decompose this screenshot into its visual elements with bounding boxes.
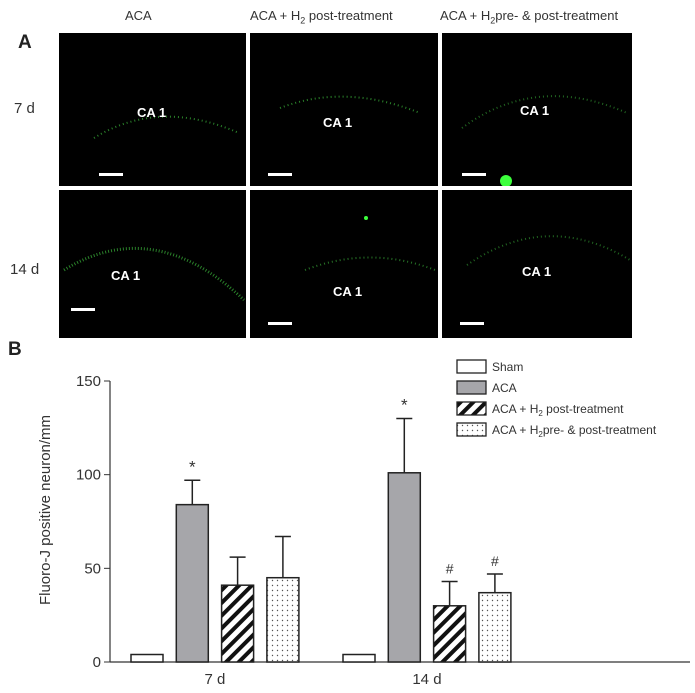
ca1-arc	[304, 256, 436, 271]
scale-bar	[99, 173, 123, 176]
scale-bar	[71, 308, 95, 311]
micrograph-aca-7d: CA 1	[59, 33, 246, 186]
bar	[130, 653, 164, 663]
significance-mark: *	[189, 457, 196, 476]
column-header-aca-text: ACA	[125, 8, 152, 23]
y-axis-label: Fluoro-J positive neuron/mm	[37, 415, 54, 605]
ca1-arc	[279, 95, 421, 114]
panel-a-letter: A	[18, 32, 32, 53]
micrograph-aca-14d: CA 1	[59, 190, 246, 338]
axes: 0 50 100 150 7 d 14 d	[76, 373, 690, 688]
panel-b-letter: B	[8, 339, 22, 360]
bar-chart: Fluoro-J positive neuron/mm 0 50 100 150 7 d…	[37, 359, 690, 688]
micrograph-h2-post-7d: CA 1	[250, 33, 438, 186]
legend-label: ACA + H2pre- & post-treatment	[492, 423, 657, 439]
significance-mark: *	[401, 395, 408, 414]
bar	[342, 653, 376, 663]
significance-mark: #	[491, 553, 499, 569]
column-header-h2-post-text: ACA + H	[250, 8, 301, 23]
subscript-2: 2	[300, 15, 306, 26]
column-header-h2-post: ACA + H2 post-treatment	[250, 8, 393, 26]
column-header-h2-post-suffix: post-treatment	[308, 8, 393, 23]
scale-bar	[460, 322, 484, 325]
column-header-h2-pre-post-text: ACA + H	[440, 8, 491, 23]
legend-label: ACA + H2 post-treatment	[492, 402, 624, 418]
subscript-2: 2	[490, 15, 496, 26]
column-header-h2-pre-post: ACA + H2pre- & post-treatment	[440, 8, 618, 26]
bar	[220, 584, 255, 663]
row-label-7d: 7 d	[14, 100, 35, 117]
y-tick-label: 50	[84, 560, 101, 577]
column-header-aca: ACA	[125, 8, 152, 23]
legend-swatch	[456, 380, 487, 395]
ca1-label: CA 1	[323, 115, 353, 130]
ca1-label: CA 1	[333, 284, 363, 299]
legend: Sham ACA ACA + H2 post-treatment ACA + H2pr…	[456, 359, 657, 439]
micrograph-h2-pre-post-7d: CA 1	[442, 33, 632, 186]
micrograph-h2-post-14d: CA 1	[250, 190, 438, 338]
ca1-arc	[63, 246, 246, 302]
ca1-arc	[93, 115, 240, 139]
ca1-label: CA 1	[520, 103, 550, 118]
legend-swatch	[456, 401, 487, 416]
bars: * * # #	[130, 395, 512, 663]
scale-bar	[268, 173, 292, 176]
legend-label: ACA	[492, 381, 517, 395]
legend-label: Sham	[492, 360, 523, 374]
row-label-14d: 14 d	[10, 261, 40, 278]
bar	[478, 591, 512, 663]
scale-bar	[268, 322, 292, 325]
ca1-label: CA 1	[137, 105, 167, 120]
ca1-label: CA 1	[522, 264, 552, 279]
x-tick-label: 14 d	[412, 671, 441, 688]
fluorescent-spot	[500, 175, 512, 186]
ca1-label: CA 1	[111, 268, 141, 283]
micrograph-h2-pre-post-14d: CA 1	[442, 190, 632, 338]
legend-swatch	[456, 422, 487, 437]
scale-bar	[462, 173, 486, 176]
fluorescent-spot	[364, 216, 368, 220]
y-tick-label: 0	[93, 654, 101, 671]
column-header-h2-pre-post-suffix: pre- & post-treatment	[495, 8, 619, 23]
y-tick-label: 100	[76, 467, 101, 484]
bar	[175, 503, 210, 663]
significance-mark: #	[446, 560, 454, 576]
bar	[387, 472, 422, 663]
bar	[432, 605, 467, 663]
y-tick-label: 150	[76, 373, 101, 390]
bar	[266, 576, 300, 663]
x-tick-label: 7 d	[205, 671, 226, 688]
legend-swatch	[456, 359, 487, 374]
